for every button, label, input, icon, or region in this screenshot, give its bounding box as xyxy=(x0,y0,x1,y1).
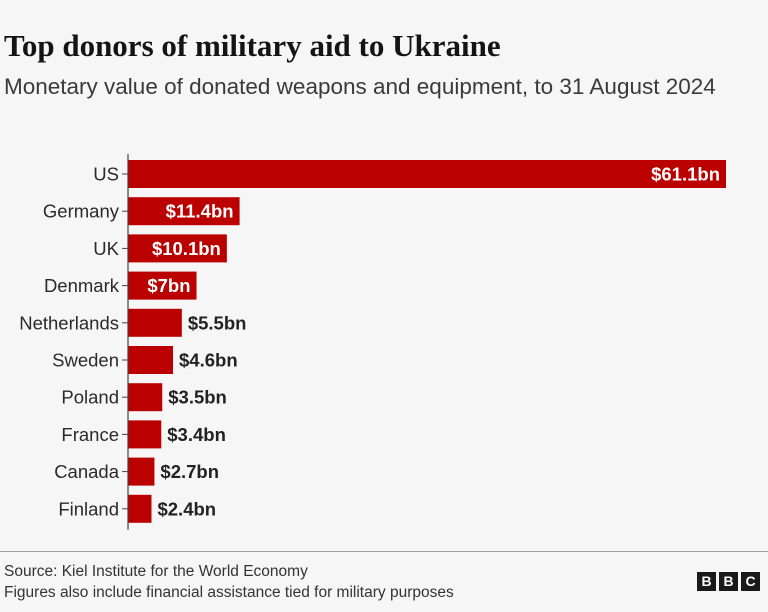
category-label: US xyxy=(93,164,119,185)
category-label: France xyxy=(61,424,119,445)
bar xyxy=(128,197,240,226)
bar xyxy=(128,457,155,486)
value-label: $7bn xyxy=(147,275,190,296)
category-label: Canada xyxy=(54,461,120,482)
bar xyxy=(128,346,174,374)
value-label: $2.7bn xyxy=(160,461,219,482)
category-label: UK xyxy=(93,238,119,259)
bar xyxy=(128,234,227,263)
bar xyxy=(128,383,163,412)
value-label: $4.6bn xyxy=(179,350,238,371)
source-note: Source: Kiel Institute for the World Eco… xyxy=(4,563,308,580)
chart-title: Top donors of military aid to Ukraine xyxy=(4,28,501,63)
value-label: $3.5bn xyxy=(168,387,227,408)
bar xyxy=(128,494,152,523)
chart-subtitle: Monetary value of donated weapons and eq… xyxy=(4,74,716,99)
value-label: $5.5bn xyxy=(188,312,247,333)
category-label: Germany xyxy=(43,201,120,222)
value-label: $10.1bn xyxy=(152,238,221,259)
category-label: Sweden xyxy=(52,350,119,371)
logo-letter: C xyxy=(741,572,760,591)
bbc-logo: B B C xyxy=(697,572,760,591)
category-label: Netherlands xyxy=(19,312,119,333)
category-label: Denmark xyxy=(44,275,120,296)
value-label: $3.4bn xyxy=(167,424,226,445)
bar xyxy=(128,271,197,300)
value-label: $61.1bn xyxy=(651,164,720,185)
logo-letter: B xyxy=(719,572,738,591)
footer-divider xyxy=(0,551,768,552)
bar xyxy=(128,160,726,188)
category-label: Poland xyxy=(61,387,119,408)
bar-chart: US $61.1bn Germany $11.4bn UK $10.1bn Denmark $… xyxy=(19,154,726,530)
category-label: Finland xyxy=(58,498,119,519)
logo-letter: B xyxy=(697,572,716,591)
bar xyxy=(128,308,182,337)
bar xyxy=(128,420,162,449)
value-label: $11.4bn xyxy=(166,201,234,222)
footnote: Figures also include financial assistanc… xyxy=(4,584,454,601)
value-label: $2.4bn xyxy=(157,498,216,519)
